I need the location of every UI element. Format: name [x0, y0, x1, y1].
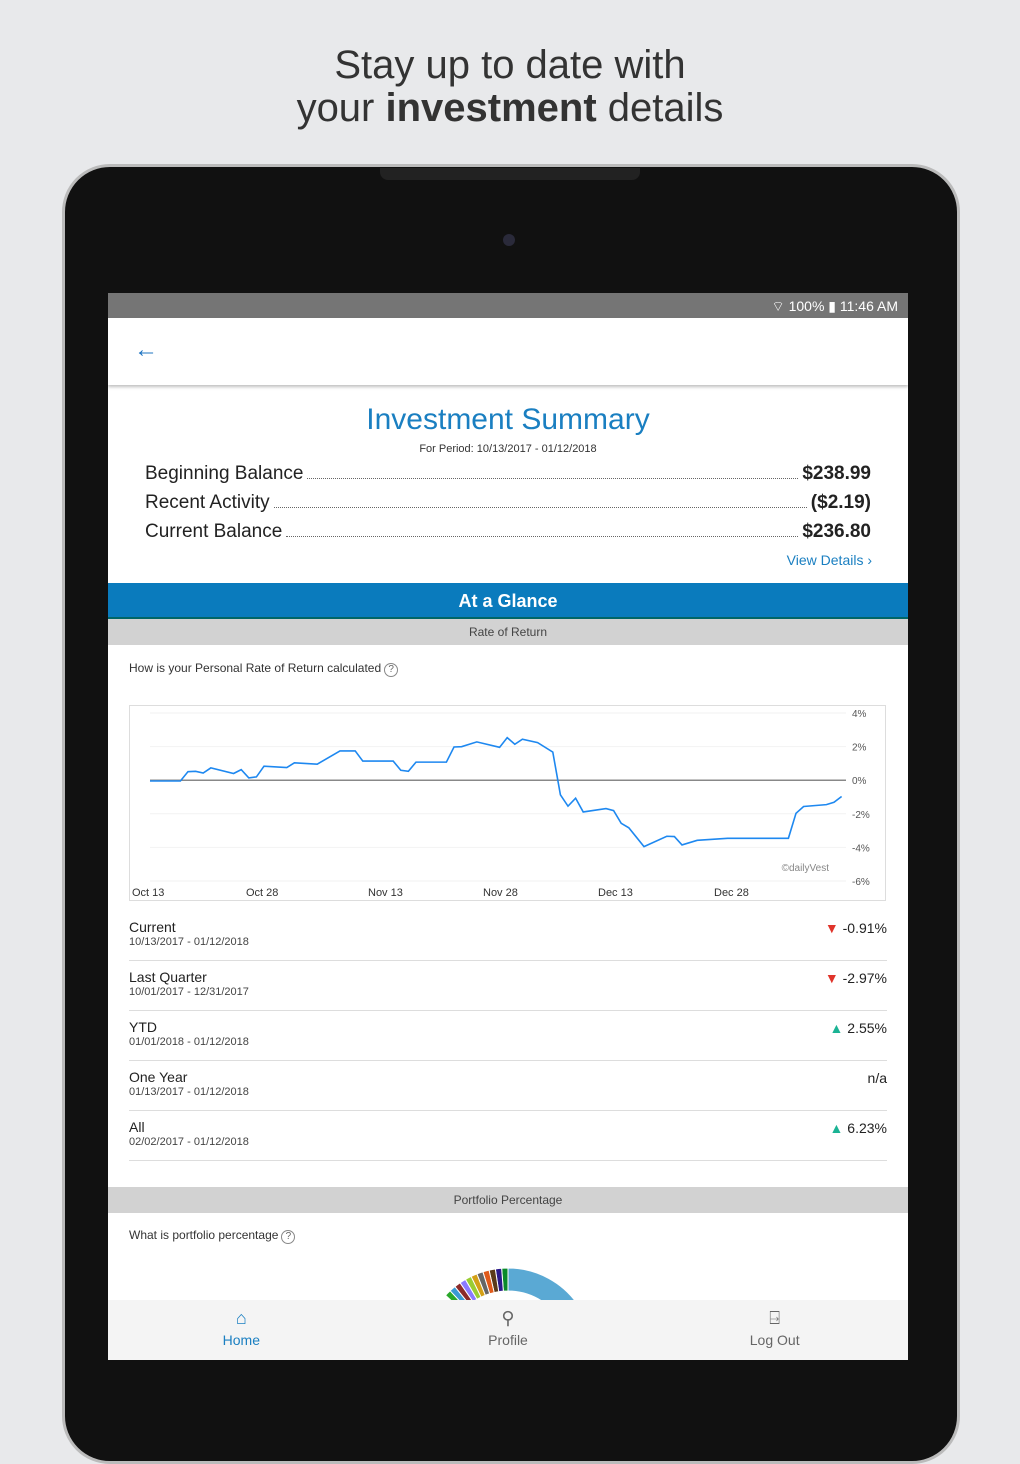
return-dates: 10/01/2017 - 12/31/2017 — [129, 986, 887, 998]
nav-label: Profile — [488, 1332, 528, 1348]
rate-of-return-section: Rate of Return — [108, 619, 908, 645]
logout-icon: ⍈ — [641, 1308, 908, 1332]
x-tick-label: Dec 28 — [714, 887, 749, 899]
headline-text: your — [297, 86, 386, 130]
return-dates: 01/13/2017 - 01/12/2018 — [129, 1086, 887, 1098]
x-tick-label: Oct 13 — [132, 887, 164, 899]
headline-line-1: Stay up to date with — [0, 44, 1020, 87]
profile-icon: ⚲ — [375, 1308, 642, 1332]
return-name: All — [129, 1119, 887, 1135]
portfolio-section: Portfolio Percentage — [108, 1187, 908, 1213]
leader-dots — [286, 536, 798, 537]
return-dates: 10/13/2017 - 01/12/2018 — [129, 936, 887, 948]
return-value: n/a — [868, 1070, 887, 1086]
donut-slice — [508, 1268, 580, 1303]
return-name: Current — [129, 919, 887, 935]
return-value-wrap: ▼ -0.91% — [825, 920, 887, 936]
balance-value: $238.99 — [802, 463, 871, 485]
down-arrow-icon: ▼ — [825, 920, 839, 936]
headline-line-2: your investment details — [0, 87, 1020, 130]
return-value: 2.55% — [847, 1020, 887, 1036]
ror-help-text: How is your Personal Rate of Return calc… — [129, 661, 381, 675]
status-text: 100% ▮ 11:46 AM — [789, 298, 898, 314]
portfolio-help[interactable]: What is portfolio percentage? — [129, 1228, 295, 1244]
return-dates: 01/01/2018 - 01/12/2018 — [129, 1036, 887, 1048]
up-arrow-icon: ▲ — [830, 1020, 844, 1036]
nav-home[interactable]: ⌂Home — [108, 1300, 375, 1360]
at-a-glance-header: At a Glance — [108, 583, 908, 619]
balance-label: Recent Activity — [145, 492, 270, 514]
y-tick-label: -4% — [852, 843, 870, 854]
return-value-wrap: n/a — [868, 1070, 887, 1086]
marketing-headline: Stay up to date with your investment det… — [0, 44, 1020, 130]
balance-list: Beginning Balance $238.99 Recent Activity… — [108, 463, 908, 550]
balance-label: Beginning Balance — [145, 463, 303, 485]
app-bar: ← — [108, 318, 908, 385]
y-tick-label: 2% — [852, 743, 867, 754]
nav-logout[interactable]: ⍈Log Out — [641, 1300, 908, 1360]
wifi-icon: ⌔ — [772, 298, 789, 314]
return-name: YTD — [129, 1019, 887, 1035]
y-tick-label: -2% — [852, 810, 870, 821]
ror-help[interactable]: How is your Personal Rate of Return calc… — [129, 661, 908, 677]
return-line — [150, 738, 842, 847]
home-icon: ⌂ — [108, 1308, 375, 1332]
x-tick-label: Nov 13 — [368, 887, 403, 899]
return-value-wrap: ▲ 2.55% — [830, 1020, 887, 1036]
y-tick-label: 4% — [852, 709, 867, 720]
y-tick-label: -6% — [852, 877, 870, 888]
x-tick-label: Nov 28 — [483, 887, 518, 899]
y-tick-label: 0% — [852, 776, 867, 787]
headline-bold: investment — [386, 86, 597, 130]
help-icon[interactable]: ? — [384, 663, 398, 677]
balance-row: Beginning Balance $238.99 — [145, 463, 871, 492]
status-bar: ⌔ 100% ▮ 11:46 AM — [108, 293, 908, 318]
balance-row: Recent Activity ($2.19) — [145, 492, 871, 521]
return-value: -2.97% — [843, 970, 887, 986]
up-arrow-icon: ▲ — [830, 1120, 844, 1136]
headline-text: details — [597, 86, 724, 130]
return-value: -0.91% — [843, 920, 887, 936]
x-tick-label: Oct 28 — [246, 887, 278, 899]
portfolio-donut-chart — [408, 1263, 608, 1303]
app-screen: ⌔ 100% ▮ 11:46 AM ← Investment Summary F… — [108, 293, 908, 1360]
leader-dots — [307, 478, 798, 479]
page-title: Investment Summary — [108, 403, 908, 437]
portfolio-help-text: What is portfolio percentage — [129, 1228, 278, 1242]
return-value-wrap: ▼ -2.97% — [825, 970, 887, 986]
chart-svg: 4% 2% 0% -2% -4% -6% Oct 13 Oct 28 Nov 13 Nov 28 D… — [130, 706, 887, 902]
return-dates: 02/02/2017 - 01/12/2018 — [129, 1136, 887, 1148]
return-name: One Year — [129, 1069, 887, 1085]
balance-value: $236.80 — [802, 521, 871, 543]
leader-dots — [274, 507, 807, 508]
period-label: For Period: 10/13/2017 - 01/12/2018 — [108, 443, 908, 455]
nav-label: Home — [223, 1332, 260, 1348]
return-value: 6.23% — [847, 1120, 887, 1136]
nav-profile[interactable]: ⚲Profile — [375, 1300, 642, 1360]
view-details-link[interactable]: View Details › — [108, 552, 872, 568]
return-value-wrap: ▲ 6.23% — [830, 1120, 887, 1136]
back-arrow-icon[interactable]: ← — [134, 336, 158, 364]
help-icon[interactable]: ? — [281, 1230, 295, 1244]
rate-of-return-chart: 4% 2% 0% -2% -4% -6% Oct 13 Oct 28 Nov 13 Nov 28 D… — [129, 705, 886, 901]
bottom-nav: ⌂Home ⚲Profile ⍈Log Out — [108, 1300, 908, 1360]
nav-label: Log Out — [750, 1332, 800, 1348]
down-arrow-icon: ▼ — [825, 970, 839, 986]
return-name: Last Quarter — [129, 969, 887, 985]
watermark: ©dailyVest — [782, 863, 829, 874]
x-tick-label: Dec 13 — [598, 887, 633, 899]
tablet-notch — [380, 168, 640, 180]
balance-value: ($2.19) — [811, 492, 871, 514]
balance-label: Current Balance — [145, 521, 282, 543]
camera — [503, 234, 515, 246]
balance-row: Current Balance $236.80 — [145, 521, 871, 550]
